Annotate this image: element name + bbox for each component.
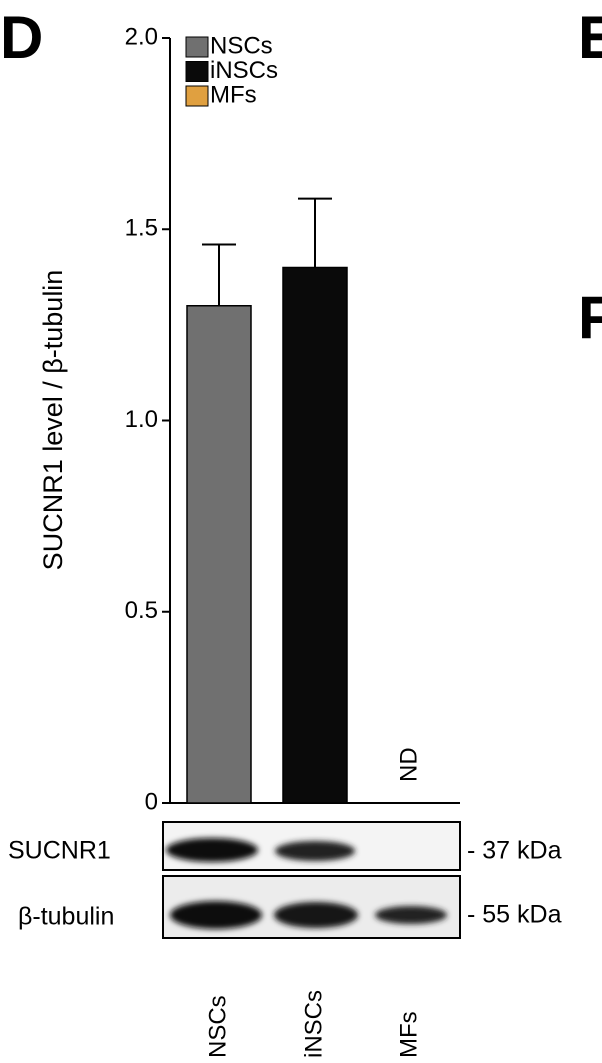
band — [274, 902, 358, 928]
blot-size: - 37 kDa — [467, 837, 562, 865]
y-tick-label: 0 — [145, 788, 158, 815]
band — [275, 841, 355, 861]
y-tick-label: 1.0 — [125, 406, 158, 433]
legend-label: NSCs — [210, 32, 273, 59]
y-tick-label: 0.5 — [125, 597, 158, 624]
legend-swatch — [185, 61, 209, 82]
bar — [186, 305, 252, 804]
legend-label: iNSCs — [210, 57, 278, 84]
y-tick-label: 1.5 — [125, 215, 158, 242]
x-tick-label: NSCs — [204, 995, 231, 1058]
legend-swatch — [185, 85, 209, 107]
blot — [162, 821, 461, 939]
band — [170, 901, 262, 929]
legend-label: MFs — [210, 81, 257, 108]
panel-label: D — [0, 4, 43, 71]
panel-label: E — [578, 4, 602, 71]
panel-label: F — [578, 284, 602, 351]
x-tick-label: MFs — [395, 1011, 422, 1058]
legend-swatch — [185, 36, 209, 58]
bar — [282, 266, 348, 804]
band — [166, 838, 258, 862]
blot-label: β-tubulin — [18, 903, 114, 931]
band — [375, 906, 447, 924]
blot-label: SUCNR1 — [8, 837, 111, 865]
y-tick-label: 2.0 — [125, 23, 158, 50]
x-tick-label: iNSCs — [300, 990, 327, 1058]
annotation: ND — [395, 747, 422, 782]
blot-size: - 55 kDa — [467, 901, 562, 929]
y-axis-label: SUCNR1 level / β-tubulin — [38, 270, 68, 571]
